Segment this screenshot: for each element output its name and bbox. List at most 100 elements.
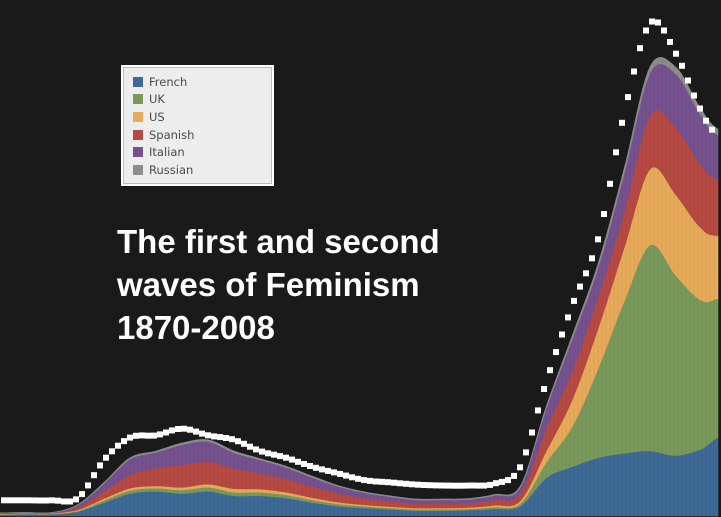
total-marker-point [253,446,259,453]
total-marker-point [7,497,13,504]
total-marker-point [529,429,535,436]
total-marker-point [607,180,613,187]
legend-label: UK [149,92,165,107]
total-marker-point [349,474,355,481]
total-marker-point [265,450,271,457]
total-marker-point [67,498,73,505]
total-marker-point [469,482,475,489]
total-marker-point [13,497,19,504]
total-marker-point [451,482,457,489]
total-marker-point [619,119,625,126]
total-marker-point [31,497,37,504]
total-marker-point [343,472,349,479]
total-marker-point [613,149,619,156]
total-marker-point [631,68,637,75]
legend-swatch [133,94,143,105]
area-stripes [1,58,715,516]
total-marker-point [589,255,595,262]
total-marker-point [187,426,193,433]
total-marker-point [553,349,559,356]
total-marker-point [19,497,25,504]
legend-label: Spanish [149,127,195,142]
total-marker-point [43,497,49,504]
chart-title: The first and second waves of Feminism 1… [117,220,537,349]
total-marker-point [499,478,505,485]
total-marker-point [325,467,331,474]
total-marker-point [697,105,703,112]
title-line-3: 1870-2008 [117,309,275,346]
total-marker-point [217,434,223,441]
total-marker-point [145,432,151,439]
total-marker-point [427,482,433,489]
total-marker-point [133,432,139,439]
total-marker-point [97,462,103,469]
legend-swatch [133,164,143,175]
total-marker-point [391,479,397,486]
total-marker-point [673,50,679,57]
total-marker-point [295,458,301,465]
total-marker-point [289,456,295,463]
total-marker-point [415,481,421,488]
total-marker-point [397,480,403,487]
legend-swatch [133,76,143,87]
legend: French UK US Spanish Italian Russian [121,65,274,186]
legend-item-uk: UK [133,91,272,109]
total-marker-point [223,435,229,441]
total-marker-point [643,27,649,34]
total-marker-point [481,482,487,489]
total-marker-point [103,454,109,461]
total-marker-point [85,482,91,489]
total-marker-point [577,283,583,290]
total-marker-point [601,211,607,217]
total-marker-point [181,425,187,432]
total-marker-point [151,432,157,439]
total-marker-point [637,45,643,52]
total-marker-point [307,463,313,469]
total-marker-point [121,438,127,445]
total-marker-point [709,126,715,133]
total-marker-point [61,498,67,505]
area-russian [0,56,719,514]
legend-item-italian: Italian [133,143,272,161]
total-marker-point [337,470,343,477]
total-marker-point [439,482,445,489]
total-marker-point [313,464,319,471]
total-marker-point [463,482,469,489]
legend-swatch [133,147,143,158]
total-marker-point [409,481,415,488]
legend-item-spanish: Spanish [133,126,272,144]
total-marker-point [259,448,265,455]
total-marker-point [361,477,367,484]
total-marker-point [487,481,493,488]
legend-item-us: US [133,108,272,126]
total-marker-point [679,62,685,69]
total-marker-point [403,480,409,487]
total-marker-point [301,461,307,467]
total-marker-point [691,92,697,99]
total-marker-point [241,440,247,447]
total-marker-point [319,466,325,473]
legend-swatch [133,129,143,140]
total-marker-point [559,331,565,338]
total-marker-point [445,482,451,489]
legend-label: Italian [149,145,185,160]
total-marker-point [127,434,133,441]
total-marker-point [91,472,97,479]
title-line-1: The first and second [117,223,440,260]
legend-swatch [133,111,143,122]
total-marker-point [271,451,277,458]
total-marker-point [685,77,691,84]
total-marker-point [493,480,499,487]
total-marker-point [523,449,529,456]
total-marker-point [703,117,709,124]
title-line-2: waves of Feminism [117,266,420,303]
total-marker-point [235,438,241,445]
legend-label: US [149,109,165,124]
total-marker-point [115,442,121,449]
total-marker-point [667,39,673,45]
total-marker-point [49,497,55,504]
total-marker-point [229,436,235,443]
total-marker-point [385,479,391,486]
